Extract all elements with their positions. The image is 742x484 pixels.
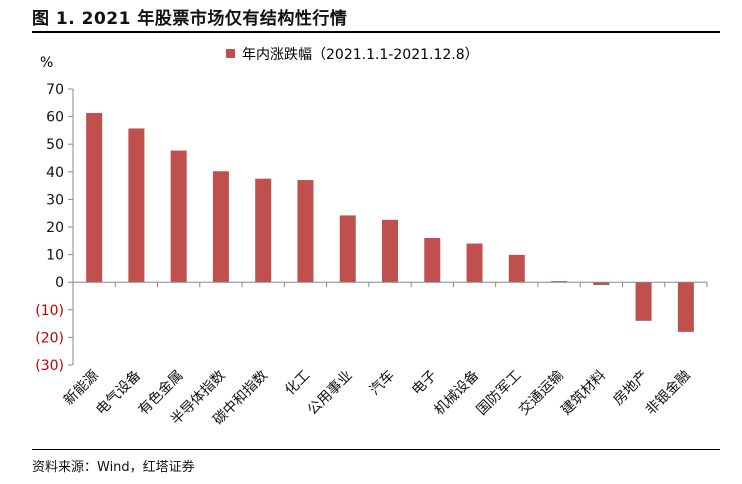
x-tick-label: 非银金融 [643, 368, 694, 419]
footer-rule [32, 449, 720, 450]
y-tick-label: 30 [46, 192, 64, 208]
bar-4 [212, 171, 229, 283]
bar-2 [128, 128, 145, 283]
y-tick-label: 70 [46, 82, 64, 98]
bars [86, 113, 694, 332]
bar-9 [424, 238, 441, 283]
x-tick-label: 电子 [409, 368, 440, 399]
bar-15 [677, 282, 694, 332]
title-rule [32, 31, 720, 33]
bar-3 [170, 150, 187, 283]
y-tick-label: 10 [46, 248, 64, 264]
bar-8 [382, 219, 398, 283]
legend-label: 年内涨跌幅（2021.1.1-2021.12.8） [242, 47, 479, 63]
bar-1 [86, 113, 103, 283]
bar-10 [466, 243, 483, 283]
x-tick-label: 电气设备 [93, 367, 145, 419]
y-tick-label: (30) [35, 358, 64, 374]
bar-13 [593, 282, 610, 285]
x-tick-label: 公用事业 [305, 368, 356, 419]
legend-swatch [226, 49, 235, 58]
bar-12 [551, 281, 568, 283]
y-axis: 70 60 50 40 30 20 10 0 (10) (20) (30) [35, 82, 74, 374]
bar-chart: 年内涨跌幅（2021.1.1-2021.12.8） % 70 60 50 40 30 20… [35, 47, 708, 428]
x-tick-label: 新能源 [61, 368, 102, 409]
legend: 年内涨跌幅（2021.1.1-2021.12.8） [226, 47, 479, 63]
bar-14 [635, 282, 652, 321]
x-tick-label: 交通运输 [515, 367, 567, 419]
figure-title: 图 1. 2021 年股票市场仅有结构性行情 [32, 9, 348, 29]
y-tick-label: 40 [46, 165, 64, 181]
y-tick-label: (20) [35, 330, 64, 346]
bar-5 [255, 178, 272, 283]
x-tick-label: 机械设备 [431, 367, 483, 419]
source-note: 资料来源：Wind，红塔证券 [32, 460, 195, 475]
x-tick-label: 房地产 [610, 368, 651, 409]
bar-11 [508, 254, 525, 283]
y-tick-label: 20 [46, 220, 64, 236]
bar-6 [297, 180, 314, 283]
x-tick-label: 汽车 [366, 367, 398, 399]
y-tick-label: 0 [55, 275, 64, 291]
x-tick-label: 国防军工 [474, 368, 525, 419]
y-tick-label: 50 [46, 137, 64, 153]
y-axis-unit-label: % [40, 55, 53, 71]
x-tick-label: 建筑材料 [558, 368, 609, 419]
bar-7 [339, 215, 356, 283]
y-tick-label: 60 [46, 110, 64, 126]
y-tick-label: (10) [35, 303, 64, 319]
x-tick-label: 化工 [282, 368, 313, 399]
